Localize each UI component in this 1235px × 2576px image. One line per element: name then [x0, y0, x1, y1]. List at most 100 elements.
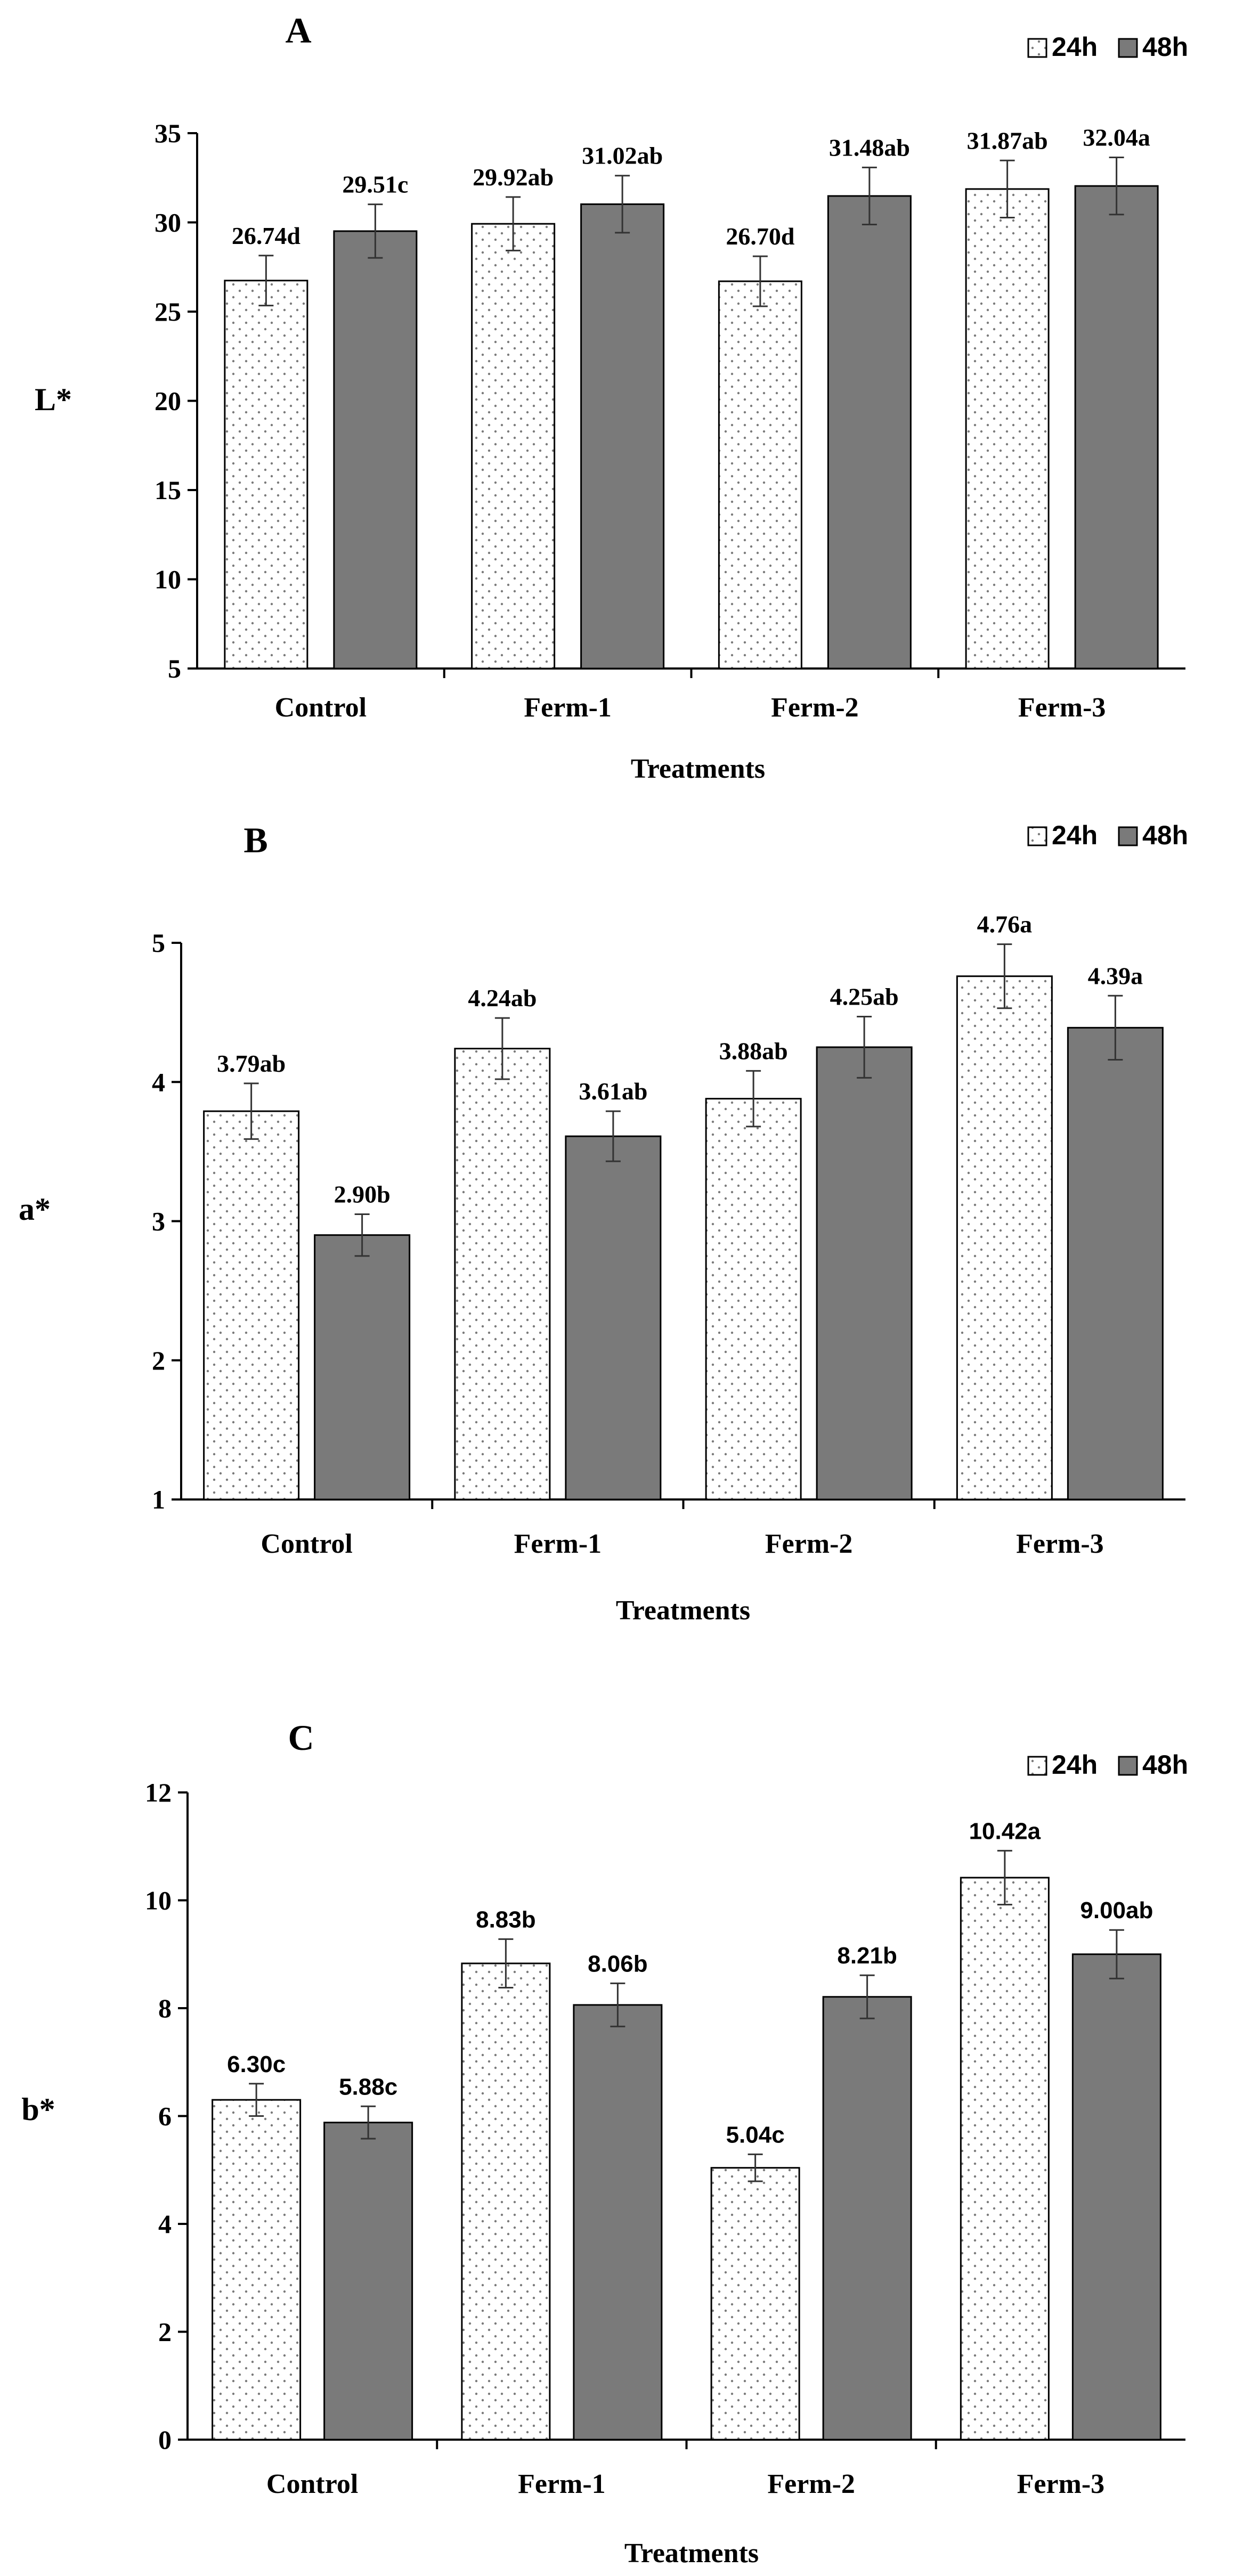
data-label: 8.21b [837, 1943, 897, 1969]
bar-24h-ferm-3 [960, 1877, 1050, 2441]
data-label: 4.76a [977, 911, 1033, 938]
data-label: 3.61ab [579, 1078, 647, 1105]
category-label: Control [266, 2469, 358, 2499]
y-tick-label: 1 [152, 1485, 165, 1514]
y-tick-label: 2 [152, 1346, 165, 1375]
data-label: 31.48ab [829, 134, 910, 161]
x-axis-label: Treatments [624, 2538, 759, 2569]
bar-48h-control [323, 2122, 413, 2441]
data-label: 3.88ab [719, 1037, 788, 1064]
panel-title: A [285, 10, 311, 51]
data-label: 29.51c [342, 171, 408, 198]
legend-swatch-24h [1027, 826, 1047, 846]
legend-swatch-48h [1118, 38, 1138, 58]
bar-24h-ferm-1 [454, 1048, 551, 1501]
legend-label-24h: 24h [1052, 32, 1098, 62]
data-label: 4.24ab [468, 984, 537, 1012]
category-label: Ferm-2 [767, 2469, 855, 2499]
bar-24h-ferm-3 [956, 975, 1053, 1501]
bar-48h-ferm-3 [1067, 1026, 1164, 1501]
data-label: 31.87ab [967, 127, 1048, 154]
data-label: 6.30c [227, 2051, 286, 2077]
data-label: 5.88c [339, 2074, 397, 2100]
bar-48h-ferm-1 [580, 203, 665, 670]
bar-48h-ferm-1 [573, 2004, 663, 2441]
bar-24h-control [203, 1110, 300, 1501]
bar-24h-ferm-2 [710, 2167, 800, 2441]
y-tick-label: 12 [145, 1778, 172, 1807]
bar-48h-ferm-2 [816, 1046, 913, 1501]
y-axis-label: b* [21, 2092, 55, 2127]
y-tick-label: 25 [155, 297, 181, 327]
data-label: 29.92ab [473, 164, 554, 191]
data-label: 31.02ab [582, 142, 663, 169]
legend-swatch-24h [1027, 1756, 1047, 1776]
y-axis-label: a* [19, 1192, 51, 1227]
panel-title: B [243, 820, 267, 860]
category-label: Ferm-3 [1016, 1529, 1104, 1559]
y-tick-label: 8 [158, 1993, 172, 2023]
data-label: 4.25ab [830, 983, 899, 1010]
legend-label-24h: 24h [1052, 820, 1098, 850]
y-tick-label: 2 [158, 2317, 172, 2347]
y-tick-label: 10 [155, 565, 181, 594]
y-axis-label: L* [35, 382, 72, 417]
panel-a: A 24h 48h 5 10 15 20 25 30 35 L* Treatments Control 2… [35, 10, 1188, 784]
y-tick-label: 0 [158, 2425, 172, 2455]
legend-label-24h: 24h [1052, 1750, 1098, 1780]
category-label: Ferm-2 [771, 692, 859, 723]
bar-24h-ferm-1 [471, 223, 556, 670]
y-tick-label: 5 [152, 928, 165, 958]
y-tick-label: 6 [158, 2101, 172, 2131]
data-label: 2.90b [334, 1180, 391, 1208]
legend-label-48h: 48h [1142, 820, 1188, 850]
data-label: 10.42a [969, 1818, 1041, 1844]
bar-24h-ferm-2 [718, 280, 802, 670]
legend-swatch-48h [1118, 1756, 1138, 1776]
x-axis-label: Treatments [631, 754, 765, 784]
data-label: 8.83b [476, 1906, 536, 1933]
data-label: 26.74d [232, 222, 301, 249]
y-tick-label: 35 [155, 118, 181, 148]
category-label: Ferm-2 [765, 1529, 853, 1559]
bar-48h-ferm-2 [822, 1996, 912, 2441]
legend-swatch-24h [1027, 38, 1047, 58]
y-tick-label: 20 [155, 386, 181, 416]
y-tick-label: 3 [152, 1207, 165, 1236]
y-tick-label: 4 [152, 1067, 165, 1097]
panel-title: C [288, 1717, 314, 1758]
bar-48h-ferm-1 [565, 1135, 662, 1501]
category-label: Ferm-3 [1018, 692, 1106, 723]
y-tick-label: 4 [158, 2209, 172, 2239]
x-axis-label: Treatments [616, 1595, 750, 1626]
data-label: 32.04a [1083, 124, 1150, 151]
legend-swatch-48h [1118, 826, 1138, 846]
data-label: 8.06b [588, 1951, 648, 1977]
data-label: 26.70d [726, 223, 795, 250]
bar-48h-ferm-3 [1071, 1953, 1161, 2441]
legend-label-48h: 48h [1142, 1750, 1188, 1780]
data-label: 5.04c [726, 2122, 785, 2148]
bar-24h-ferm-3 [965, 188, 1050, 670]
bar-48h-control [314, 1234, 411, 1501]
category-label: Ferm-1 [524, 692, 612, 723]
category-label: Control [261, 1529, 352, 1559]
data-label: 4.39a [1088, 962, 1143, 989]
category-label: Ferm-3 [1017, 2469, 1105, 2499]
bar-24h-ferm-1 [461, 1962, 551, 2441]
category-label: Ferm-1 [514, 1529, 602, 1559]
bar-48h-control [333, 230, 418, 670]
y-tick-label: 15 [155, 475, 181, 505]
y-tick-label: 10 [145, 1886, 172, 1915]
bar-48h-ferm-3 [1074, 185, 1159, 670]
panel-b: B 24h 48h 1 2 3 4 5 a* Treatments Control 3.79ab 2.9… [19, 820, 1188, 1626]
category-label: Ferm-1 [518, 2469, 606, 2499]
bar-24h-ferm-2 [705, 1098, 802, 1501]
panel-c: C 24h 48h 0 2 4 6 8 10 12 b* Treatments Control 6.30c… [21, 1717, 1188, 2569]
bar-48h-ferm-2 [827, 195, 912, 670]
data-label: 3.79ab [217, 1050, 286, 1077]
legend-label-48h: 48h [1142, 32, 1188, 62]
data-label: 9.00ab [1080, 1897, 1153, 1923]
category-label: Control [275, 692, 367, 723]
bar-24h-control [212, 2099, 302, 2441]
